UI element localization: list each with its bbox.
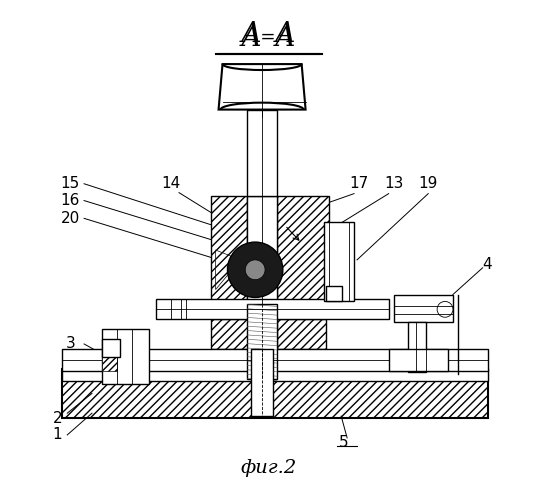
Text: 4: 4 — [483, 258, 492, 272]
Bar — [211, 319, 250, 349]
Text: 13: 13 — [384, 176, 404, 191]
Bar — [324, 222, 354, 302]
Bar — [62, 368, 487, 380]
Bar — [247, 110, 277, 196]
Text: 2: 2 — [53, 410, 62, 426]
Bar — [211, 196, 247, 304]
Text: 17: 17 — [349, 176, 369, 191]
Polygon shape — [216, 250, 240, 290]
Bar — [408, 322, 426, 372]
Bar — [394, 294, 453, 322]
Bar — [102, 339, 119, 357]
Polygon shape — [218, 64, 306, 110]
Circle shape — [228, 242, 283, 298]
Bar — [102, 351, 117, 370]
Text: 3: 3 — [65, 336, 75, 351]
Bar — [388, 349, 448, 370]
Bar — [62, 349, 487, 370]
Bar — [277, 319, 327, 349]
Text: 19: 19 — [419, 176, 438, 191]
Bar — [102, 329, 150, 384]
Text: 16: 16 — [61, 193, 80, 208]
Bar — [156, 300, 388, 319]
Circle shape — [437, 302, 453, 317]
Circle shape — [245, 260, 265, 280]
Bar — [247, 196, 277, 304]
Text: А–А: А–А — [241, 24, 297, 52]
Text: А–А: А–А — [241, 20, 297, 48]
Bar — [247, 304, 277, 378]
Bar — [277, 196, 329, 304]
Text: 1: 1 — [53, 428, 62, 442]
Text: 20: 20 — [61, 211, 80, 226]
Bar — [327, 286, 342, 302]
Text: 5: 5 — [339, 436, 349, 450]
Text: 15: 15 — [61, 176, 80, 191]
Text: 14: 14 — [161, 176, 181, 191]
Bar — [62, 368, 487, 418]
Bar — [251, 349, 273, 416]
Text: фиг.2: фиг.2 — [241, 458, 297, 476]
